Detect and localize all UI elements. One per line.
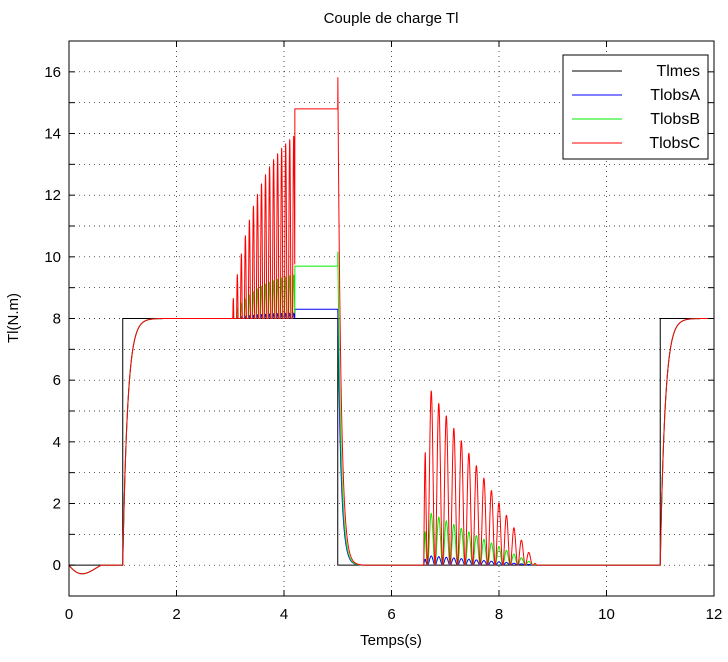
x-tick-label: 2 xyxy=(172,606,180,623)
y-tick-label: 4 xyxy=(53,434,61,451)
y-tick-label: 8 xyxy=(53,311,61,328)
y-tick-label: 6 xyxy=(53,372,61,389)
y-tick-label: 0 xyxy=(53,557,61,574)
ticks xyxy=(68,40,715,597)
legend-label: TlobsB xyxy=(650,111,700,128)
x-tick-label: 6 xyxy=(387,606,395,623)
x-tick-label: 4 xyxy=(280,606,288,623)
x-tick-label: 0 xyxy=(65,606,73,623)
series-layer xyxy=(68,77,715,575)
y-tick-label: 2 xyxy=(53,496,61,513)
tick-labels: 0 2 4 6 8 10 12 0 2 4 6 8 10 12 14 16 xyxy=(44,64,722,623)
legend-label: TlobsA xyxy=(650,87,700,104)
legend-label: TlobsC xyxy=(649,135,700,152)
y-tick-label: 16 xyxy=(44,64,61,81)
x-tick-label: 8 xyxy=(495,606,503,623)
legend: Tlmes TlobsA TlobsB TlobsC xyxy=(562,54,709,160)
y-tick-label: 12 xyxy=(44,187,61,204)
series-line-tlmes xyxy=(69,318,714,566)
x-tick-label: 12 xyxy=(706,606,723,623)
y-tick-label: 10 xyxy=(44,249,61,266)
series-line-tlobsc xyxy=(68,77,715,575)
chart-title: Couple de charge Tl xyxy=(324,10,459,27)
x-tick-label: 10 xyxy=(598,606,615,623)
legend-label: Tlmes xyxy=(656,63,700,80)
y-tick-label: 14 xyxy=(44,126,61,143)
legend-box xyxy=(562,54,709,160)
x-axis-label: Temps(s) xyxy=(360,632,422,649)
y-axis-label: Tl(N.m) xyxy=(5,293,22,343)
